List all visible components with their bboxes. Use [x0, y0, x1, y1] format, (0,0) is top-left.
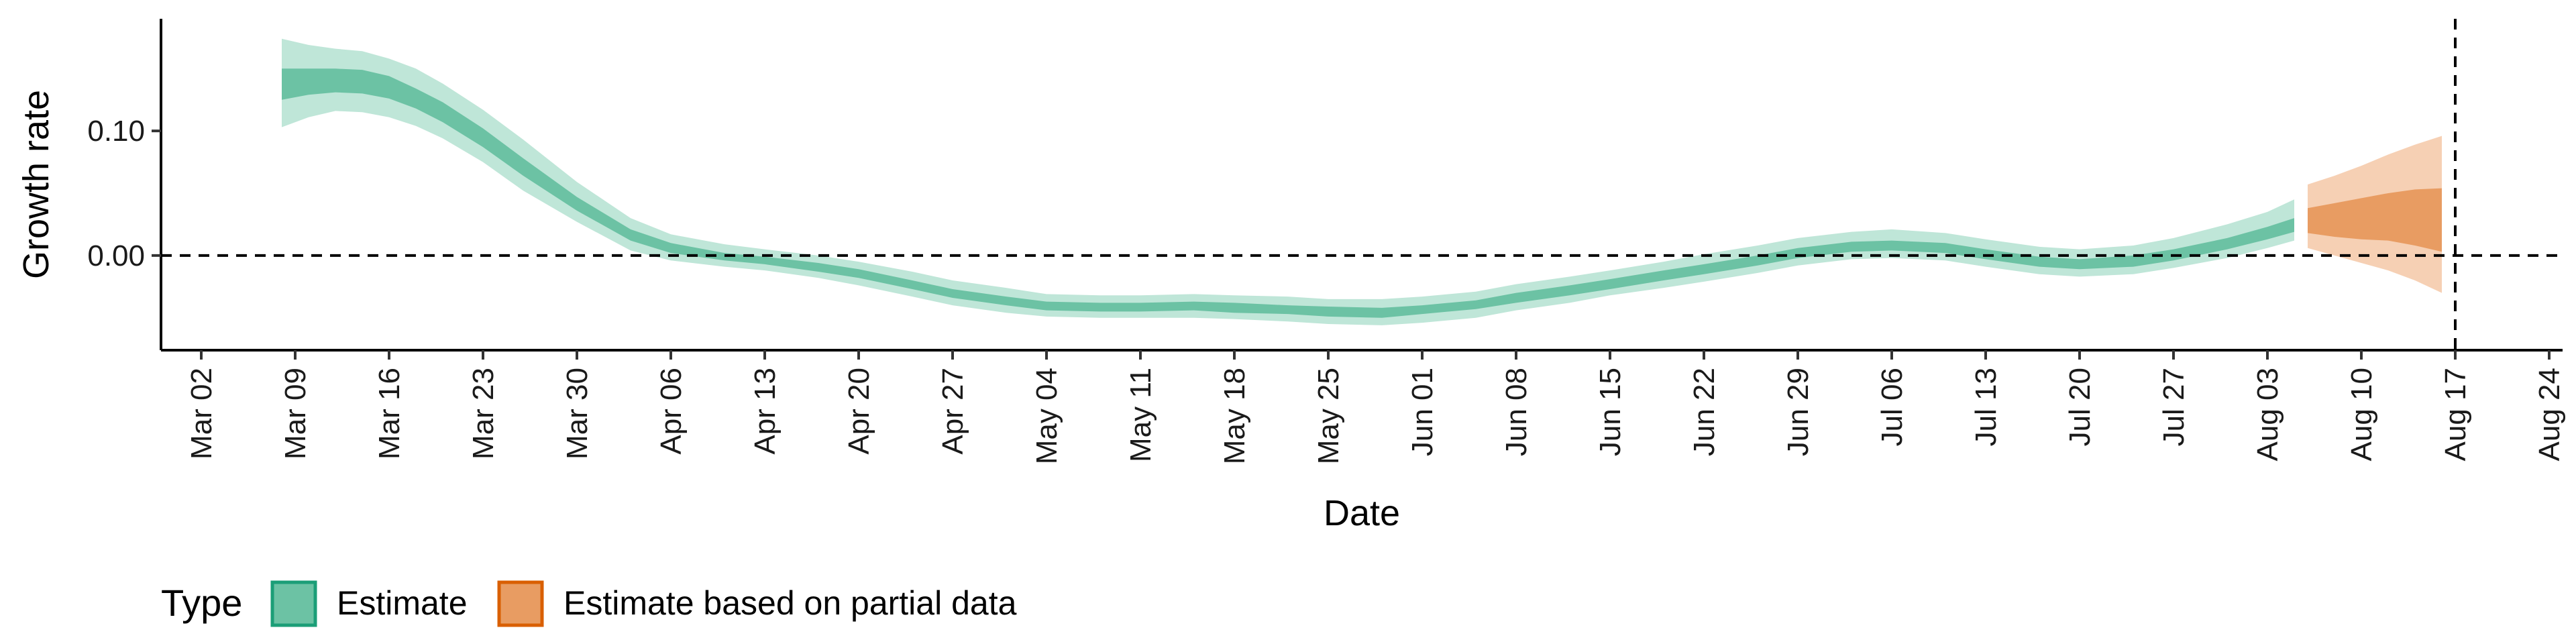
x-tick-label: Aug 03 — [2251, 368, 2284, 461]
x-tick-label: Mar 23 — [467, 368, 500, 460]
x-tick-label: May 25 — [1312, 368, 1345, 464]
legend-title: Type — [161, 582, 242, 624]
band-90-estimate — [282, 38, 2294, 325]
x-tick-label: Mar 09 — [279, 368, 312, 460]
x-tick-label: Jun 01 — [1406, 368, 1439, 456]
y-tick-label: 0.00 — [87, 239, 145, 272]
legend-label-estimate: Estimate — [337, 584, 468, 622]
x-tick-label: Apr 20 — [843, 368, 875, 455]
legend: Type Estimate Estimate based on partial … — [161, 580, 1017, 627]
x-tick-label: Apr 27 — [936, 368, 969, 455]
x-tick-label: Apr 06 — [655, 368, 688, 455]
x-tick-label: Jul 27 — [2157, 368, 2190, 446]
x-tick-label: Jul 20 — [2063, 368, 2096, 446]
x-tick-label: Jun 15 — [1594, 368, 1627, 456]
y-axis-title: Growth rate — [16, 90, 56, 279]
x-tick-label: May 18 — [1218, 368, 1251, 464]
x-tick-label: Mar 02 — [185, 368, 218, 460]
x-tick-label: Jun 08 — [1500, 368, 1533, 456]
y-tick-label: 0.10 — [87, 115, 145, 148]
legend-key-estimate — [270, 580, 317, 627]
legend-key-partial-estimate — [497, 580, 544, 627]
band-50-estimate — [282, 68, 2294, 318]
x-tick-label: Mar 16 — [373, 368, 406, 460]
reference-lines — [161, 19, 2563, 350]
axes: 0.00 0.10 Mar 02 Mar 09 Mar 16 Mar 23 Mar 30 Ap… — [87, 19, 2566, 464]
x-tick-label: Aug 17 — [2439, 368, 2472, 461]
x-tick-label: May 04 — [1030, 368, 1063, 464]
x-tick-label: Apr 13 — [749, 368, 782, 455]
x-axis-title: Date — [1324, 493, 1400, 533]
x-tick-label: Aug 10 — [2345, 368, 2378, 461]
x-tick-label: Jun 22 — [1688, 368, 1721, 456]
x-tick-label: Jul 06 — [1876, 368, 1909, 446]
x-tick-label: Mar 30 — [561, 368, 594, 460]
x-tick-label: Jun 29 — [1782, 368, 1815, 456]
x-tick-label: May 11 — [1124, 368, 1157, 462]
x-tick-label: Aug 24 — [2533, 368, 2566, 461]
uncertainty-bands — [282, 38, 2442, 325]
band-50-partial-estimate — [2308, 188, 2442, 252]
legend-label-partial-estimate: Estimate based on partial data — [564, 584, 1017, 622]
x-tick-label: Jul 13 — [1970, 368, 2002, 446]
